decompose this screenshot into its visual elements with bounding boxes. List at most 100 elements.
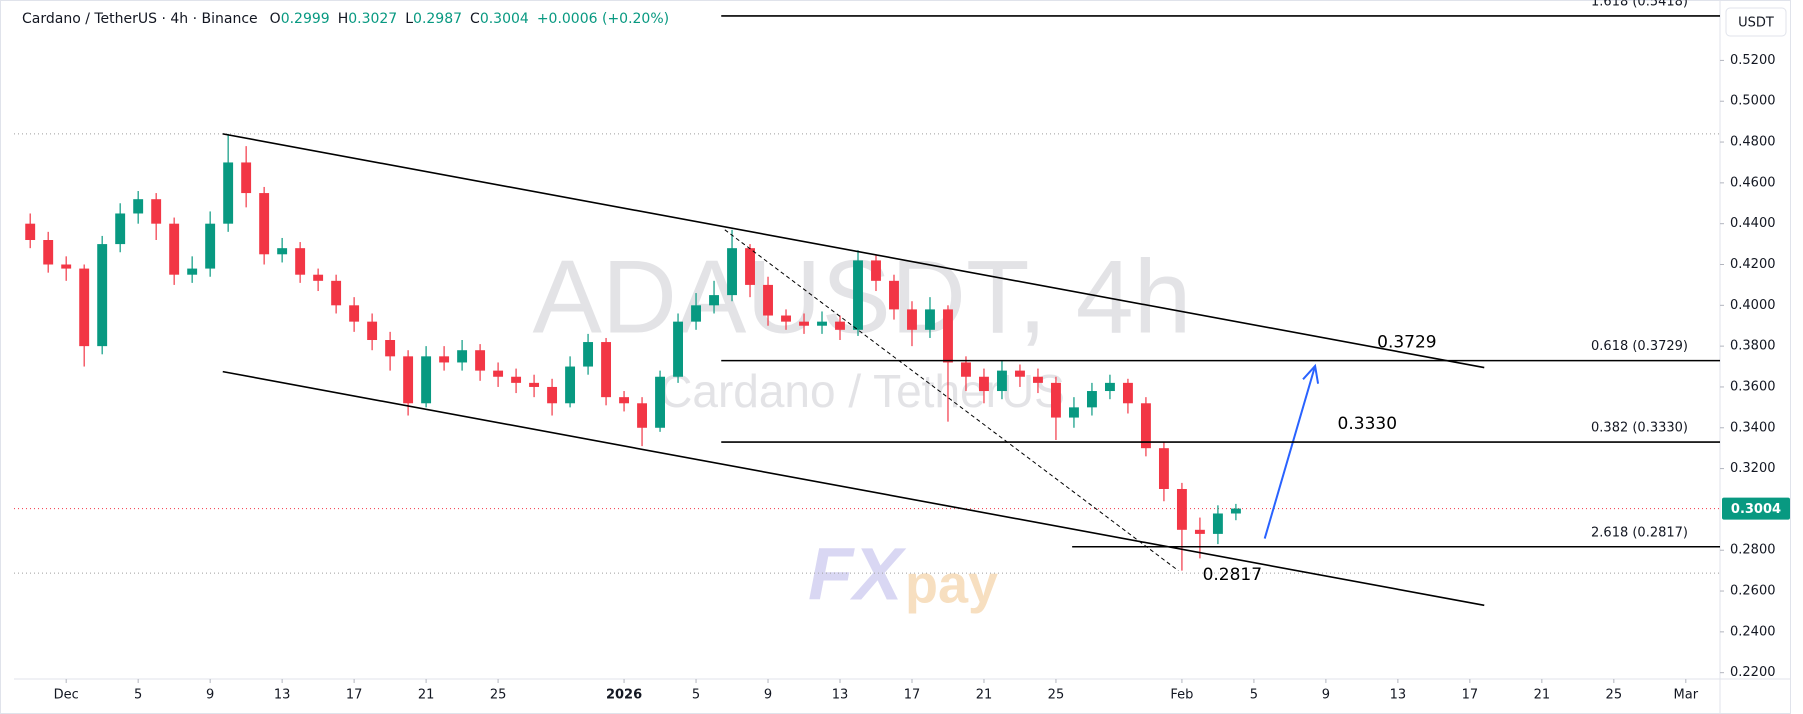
candle-body — [673, 321, 683, 377]
candle-body — [655, 376, 665, 428]
candle-body — [151, 199, 162, 224]
candle-body — [853, 260, 863, 330]
candle-body — [277, 248, 288, 255]
y-tick-label: 0.4800 — [1730, 135, 1776, 150]
candle-body — [367, 321, 378, 341]
arrow-head — [1302, 363, 1320, 384]
x-tick-label: 21 — [976, 688, 993, 703]
candle-body — [997, 370, 1007, 392]
candle-body — [817, 321, 827, 326]
candle-body — [331, 280, 342, 306]
chart-header: Cardano / TetherUS · 4h · Binance O 0.299… — [22, 11, 677, 27]
level-price-label: 0.2817 — [1203, 565, 1262, 585]
candle-body — [601, 342, 612, 398]
candle-body — [1069, 407, 1079, 418]
arrow-line — [1263, 365, 1317, 539]
candle-body — [1086, 391, 1097, 408]
symbol-title: Cardano / TetherUS · 4h · Binance — [22, 11, 258, 27]
x-tick-label: 5 — [1250, 688, 1258, 703]
candle-body — [439, 356, 450, 363]
candle-body — [709, 295, 719, 306]
x-tick-label: 21 — [1534, 688, 1551, 703]
candle-body — [169, 223, 180, 275]
y-tick-label: 0.5000 — [1730, 94, 1776, 109]
candle-body — [1194, 529, 1205, 534]
candle-body — [691, 305, 701, 322]
candle-body — [925, 309, 935, 330]
candle-body — [295, 248, 306, 275]
y-tick-label: 0.4000 — [1730, 298, 1776, 313]
ohlc-value: 0.2987 — [413, 11, 463, 27]
candle-body — [61, 264, 72, 269]
candle-body — [799, 321, 809, 326]
candle-body — [763, 284, 773, 316]
ohlc-value: 0.3004 — [479, 11, 529, 27]
candle-body — [421, 356, 432, 404]
candle-body — [511, 376, 522, 383]
candle-body — [475, 350, 486, 371]
candle-body — [1033, 376, 1043, 383]
candle-body — [1230, 508, 1241, 514]
candle-body — [583, 342, 594, 367]
x-tick-label: 17 — [346, 688, 363, 703]
candle-body — [115, 213, 126, 245]
candle-body — [781, 315, 791, 322]
candle-body — [979, 376, 989, 392]
x-tick-label: 9 — [764, 688, 772, 703]
candle-body — [637, 403, 648, 428]
candle-body — [529, 382, 540, 387]
candle-body — [727, 248, 737, 296]
dashed-line — [724, 229, 1179, 572]
fib-label: 0.618 (0.3729) — [1591, 339, 1688, 354]
price-change: +0.0006 (+0.20%) — [536, 11, 670, 27]
fib-label: 0.382 (0.3330) — [1591, 421, 1688, 436]
candle-body — [745, 248, 755, 285]
candle-body — [313, 274, 324, 281]
y-tick-label: 0.4400 — [1730, 216, 1776, 231]
candle-body — [457, 350, 468, 363]
channel-line — [222, 370, 1485, 607]
fib-label: 1.618 (0.5418) — [1591, 0, 1688, 9]
candle-body — [43, 240, 54, 265]
x-tick-label: 17 — [1462, 688, 1479, 703]
logo-fx: FX — [808, 533, 907, 616]
x-tick-label: Feb — [1170, 688, 1193, 703]
y-tick-label: 0.3600 — [1730, 379, 1776, 394]
ohlc-key: H — [337, 11, 349, 27]
candle-body — [25, 223, 36, 241]
x-tick-label: 25 — [1048, 688, 1065, 703]
plot-background — [14, 0, 1720, 679]
unit-label: USDT — [1738, 16, 1774, 31]
ohlc-value: 0.2999 — [280, 11, 330, 27]
candle-body — [133, 199, 144, 214]
x-tick-label: 9 — [1322, 688, 1330, 703]
candle-body — [79, 268, 90, 347]
candle-body — [547, 386, 558, 404]
level-price-label: 0.3330 — [1338, 414, 1397, 434]
y-tick-label: 0.5200 — [1730, 53, 1776, 68]
candle-body — [1015, 370, 1025, 377]
y-tick-label: 0.2200 — [1730, 665, 1776, 680]
candle-body — [1176, 488, 1187, 530]
channel-line — [222, 133, 1485, 369]
candle-body — [907, 309, 917, 330]
x-tick-label: 21 — [418, 688, 435, 703]
x-tick-label: 5 — [692, 688, 700, 703]
candle-body — [943, 309, 953, 363]
x-tick-label: 9 — [206, 688, 214, 703]
ohlc-value: 0.3027 — [348, 11, 398, 27]
candle-body — [889, 280, 899, 310]
ohlc-key: L — [405, 11, 414, 27]
x-tick-label: 25 — [1606, 688, 1623, 703]
x-tick-label: Dec — [54, 688, 79, 703]
x-tick-label: 13 — [832, 688, 849, 703]
y-tick-label: 0.4200 — [1730, 257, 1776, 272]
candle-body — [349, 305, 360, 322]
x-tick-label: 17 — [904, 688, 921, 703]
candle-body — [1158, 448, 1169, 489]
unit-box — [1725, 7, 1787, 37]
candle-body — [1140, 403, 1151, 449]
y-tick-label: 0.3800 — [1730, 339, 1776, 354]
candle-body — [493, 370, 504, 377]
